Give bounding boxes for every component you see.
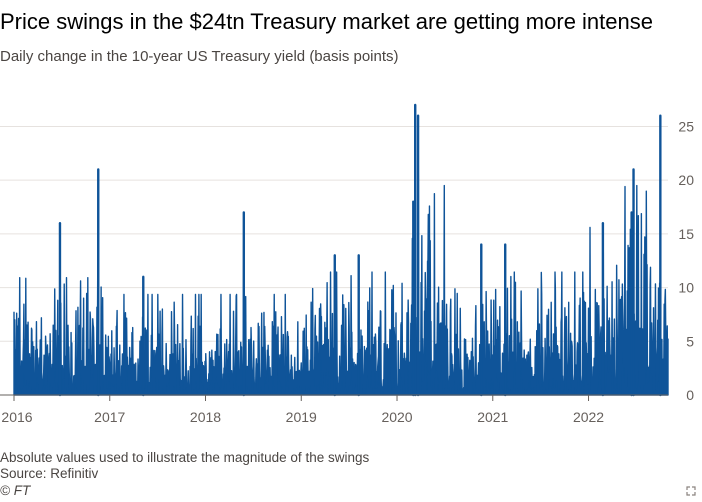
- y-tick-label: 10: [678, 280, 694, 296]
- x-tick-label: 2018: [190, 409, 221, 425]
- x-axis: 2016 2017 2018 2019 2020 2021 2022: [1, 395, 604, 425]
- yield-change-series: [13, 103, 669, 397]
- x-tick-label: 2022: [573, 409, 604, 425]
- chart-subtitle: Daily change in the 10-year US Treasury …: [0, 48, 399, 65]
- source-line: Source: Refinitiv: [0, 466, 99, 481]
- y-tick-label: 20: [678, 172, 694, 188]
- x-tick-label: 2020: [381, 409, 412, 425]
- y-tick-label: 5: [686, 333, 694, 349]
- x-tick-label: 2017: [94, 409, 125, 425]
- y-tick-label: 25: [678, 118, 694, 134]
- y-axis: 0 5 10 15 20 25: [678, 118, 694, 403]
- y-tick-label: 15: [678, 226, 694, 242]
- footnote: Absolute values used to illustrate the m…: [0, 450, 370, 465]
- y-tick-label: 0: [686, 387, 694, 403]
- chart-area: 0 5 10 15 20 25 2016 2017 2018 2019 2020 2021 2022: [0, 103, 694, 425]
- x-tick-label: 2019: [286, 409, 317, 425]
- x-tick-label: 2016: [1, 409, 32, 425]
- yield-change-area: [13, 104, 669, 396]
- expand-icon[interactable]: [686, 486, 696, 496]
- ft-credit: © FT: [0, 483, 31, 498]
- chart-title: Price swings in the $24tn Treasury marke…: [0, 9, 653, 34]
- x-tick-label: 2021: [477, 409, 508, 425]
